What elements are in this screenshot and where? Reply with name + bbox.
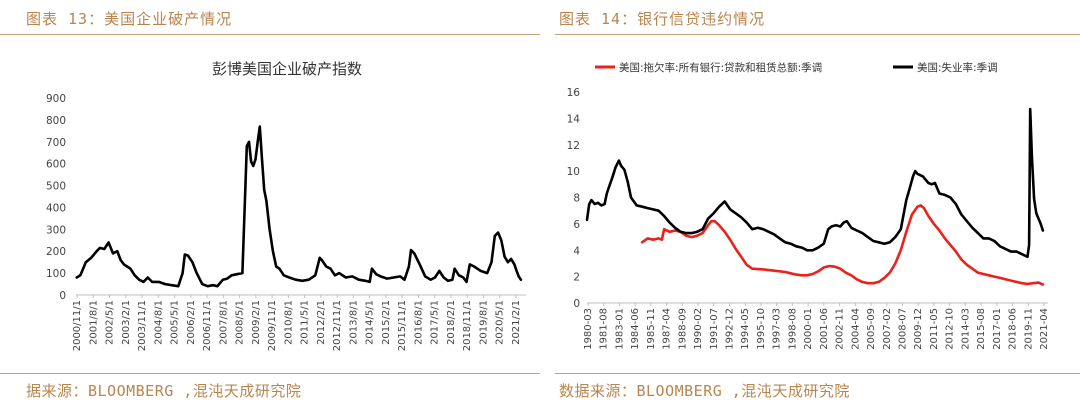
left-panel: 图表 13：美国企业破产情况 彭博美国企业破产指数 900 800 700 600 500… xyxy=(0,10,540,400)
right-x-tick-label: 2000-01 xyxy=(803,308,814,350)
right-x-tick-label: 1985-11 xyxy=(646,308,657,350)
right-x-tick-label: 1983-01 xyxy=(614,308,625,350)
right-y-tick-label: 4 xyxy=(573,245,580,257)
right-panel: 图表 14：银行信贷违约情况 16 14 12 10 8 6 4 2 0 1980-03 1981-… xyxy=(555,0,1080,413)
right-x-tick-label: 2009-12 xyxy=(913,308,924,350)
left-x-tick-label: 2001/8/1 xyxy=(88,300,99,345)
left-x-tick-label: 2012/11/1 xyxy=(332,300,343,351)
right-x-tick-label: 2012-10 xyxy=(945,308,956,350)
right-series-line-2 xyxy=(585,107,1045,259)
left-figure-title: 图表 13：美国企业破产情况 xyxy=(26,10,233,28)
left-x-tick-label: 2011/5/1 xyxy=(300,300,311,345)
left-x-tick-label: 2017/5/1 xyxy=(430,300,441,345)
left-x-tick-label: 2005/5/1 xyxy=(170,300,181,345)
left-y-tick-label: 400 xyxy=(46,202,66,214)
bankruptcy-index-chart: 彭博美国企业破产指数 900 800 700 600 500 400 300 200 100 0 20… xyxy=(46,60,526,351)
right-x-tick-label: 2019-11 xyxy=(1023,308,1034,350)
left-series-line-1 xyxy=(75,125,523,288)
left-x-tick-label: 2000/11/1 xyxy=(72,300,83,351)
left-y-tick-label: 0 xyxy=(59,290,66,302)
left-y-tick-label: 700 xyxy=(46,137,66,149)
left-y-tick-label: 200 xyxy=(46,246,66,258)
right-y-tick-label: 6 xyxy=(573,219,580,231)
right-x-tick-label: 1988-09 xyxy=(677,308,688,350)
left-x-tick-label: 2012/2/1 xyxy=(316,300,327,345)
right-x-tick-label: 2002-11 xyxy=(835,308,846,350)
left-x-tick-label: 2009/11/1 xyxy=(267,300,278,351)
right-x-tick-label: 2014-03 xyxy=(960,308,971,350)
left-x-tick-label: 2015/11/1 xyxy=(397,300,408,351)
right-y-tick-label: 12 xyxy=(567,140,580,152)
right-y-tick-label: 10 xyxy=(567,166,580,178)
left-x-tick-label: 2006/2/1 xyxy=(186,300,197,345)
right-bottom-rule xyxy=(555,373,1080,374)
right-x-tick-label: 2021-04 xyxy=(1039,308,1050,350)
left-x-tick-label: 2019/8/1 xyxy=(478,300,489,345)
left-x-tick-label: 2010/8/1 xyxy=(283,300,294,345)
left-x-tick-label: 2015/2/1 xyxy=(381,300,392,345)
right-x-tick-label: 1997-03 xyxy=(772,308,783,350)
right-series-line-1 xyxy=(640,204,1045,286)
left-chart-title: 彭博美国企业破产指数 xyxy=(212,60,362,78)
right-y-tick-label: 14 xyxy=(567,113,581,125)
right-top-rule xyxy=(555,34,1080,35)
left-y-tick-label: 100 xyxy=(46,268,66,280)
right-y-tick-label: 2 xyxy=(573,272,580,284)
right-x-tick-label: 2005-09 xyxy=(866,308,877,350)
right-x-tick-label: 1980-03 xyxy=(583,308,594,350)
left-x-tick-label: 2013/8/1 xyxy=(348,300,359,345)
left-x-tick-label: 2003/11/1 xyxy=(137,300,148,351)
left-x-tick-label: 2018/11/1 xyxy=(462,300,473,351)
right-x-tick-label: 1987-04 xyxy=(662,308,673,350)
right-x-tick-label: 1995-10 xyxy=(756,308,767,350)
right-x-tick-label: 2011-05 xyxy=(929,308,940,350)
left-x-tick-label: 2008/5/1 xyxy=(235,300,246,345)
right-y-tick-label: 0 xyxy=(573,298,580,310)
left-x-tick-label: 2009/2/1 xyxy=(251,300,262,345)
left-y-tick-label: 800 xyxy=(46,115,66,127)
left-x-tick-label: 2014/5/1 xyxy=(365,300,376,345)
left-x-tick-label: 2006/11/1 xyxy=(202,300,213,351)
left-x-tick-label: 2020/5/1 xyxy=(495,300,506,345)
left-x-tick-label: 2018/2/1 xyxy=(446,300,457,345)
right-x-tick-label: 1984-06 xyxy=(630,308,641,350)
right-x-tick-label: 2015-08 xyxy=(976,308,987,350)
left-y-tick-label: 500 xyxy=(46,181,66,193)
right-figure-title: 图表 14：银行信贷违约情况 xyxy=(559,10,766,28)
right-x-tick-label: 2001-06 xyxy=(819,308,830,350)
left-x-tick-label: 2003/2/1 xyxy=(121,300,132,345)
right-x-tick-label: 2007-02 xyxy=(882,308,893,350)
right-x-tick-label: 1992-12 xyxy=(725,308,736,350)
right-x-tick-label: 2008-07 xyxy=(897,308,908,350)
right-x-tick-label: 1991-07 xyxy=(709,308,720,350)
left-y-tick-label: 600 xyxy=(46,159,66,171)
left-top-rule xyxy=(0,34,540,35)
right-x-tick-label: 1994-05 xyxy=(740,308,751,350)
right-x-tick-label: 1998-08 xyxy=(787,308,798,350)
legend-label-2: 美国:失业率:季调 xyxy=(917,61,998,74)
left-x-tick-label: 2007/8/1 xyxy=(218,300,229,345)
right-y-tick-label: 16 xyxy=(567,87,581,99)
right-x-tick-label: 1990-02 xyxy=(693,308,704,350)
right-x-tick-label: 2018-06 xyxy=(1008,308,1019,350)
left-bottom-rule xyxy=(0,373,540,374)
right-x-tick-label: 1981-08 xyxy=(599,308,610,350)
left-x-tick-label: 2002/5/1 xyxy=(105,300,116,345)
left-source-note: 据来源：BLOOMBERG ,混沌天成研究院 xyxy=(26,382,302,400)
right-x-tick-label: 2017-01 xyxy=(992,308,1003,350)
left-y-tick-label: 300 xyxy=(46,224,66,236)
right-source-note: 数据来源：BLOOMBERG ,混沌天成研究院 xyxy=(559,382,850,400)
right-y-tick-label: 8 xyxy=(573,193,580,205)
left-y-tick-label: 900 xyxy=(46,93,66,105)
right-x-tick-label: 2004-04 xyxy=(850,308,861,350)
left-x-tick-label: 2016/8/1 xyxy=(413,300,424,345)
left-x-tick-label: 2004/8/1 xyxy=(153,300,164,345)
legend-label-1: 美国:拖欠率:所有银行:贷款和租赁总额:季调 xyxy=(619,61,822,74)
left-x-tick-label: 2021/2/1 xyxy=(511,300,522,345)
right-legend: 美国:拖欠率:所有银行:贷款和租赁总额:季调 美国:失业率:季调 xyxy=(595,61,998,74)
